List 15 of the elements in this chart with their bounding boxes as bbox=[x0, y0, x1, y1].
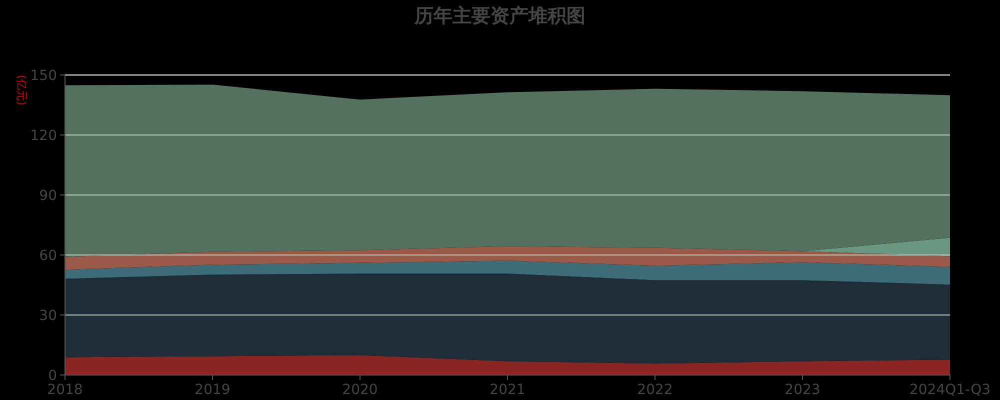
y-tick-label: 30 bbox=[39, 308, 57, 324]
x-tick-label: 2020 bbox=[342, 382, 378, 398]
x-tick-label: 2018 bbox=[47, 382, 83, 398]
chart-title: 历年主要资产堆积图 bbox=[414, 5, 586, 27]
x-tick-label: 2021 bbox=[490, 382, 526, 398]
x-tick-label: 2023 bbox=[784, 382, 820, 398]
y-axis-title: (亿元) bbox=[15, 74, 28, 106]
x-tick-label: 2022 bbox=[637, 382, 673, 398]
y-tick-label: 120 bbox=[30, 128, 57, 144]
x-tick-label: 2024Q1-Q3 bbox=[909, 382, 991, 398]
x-tick-label: 2019 bbox=[194, 382, 230, 398]
y-tick-label: 90 bbox=[39, 188, 57, 204]
y-tick-label: 0 bbox=[48, 368, 57, 384]
y-tick-label: 150 bbox=[30, 68, 57, 84]
y-tick-label: 60 bbox=[39, 248, 57, 264]
